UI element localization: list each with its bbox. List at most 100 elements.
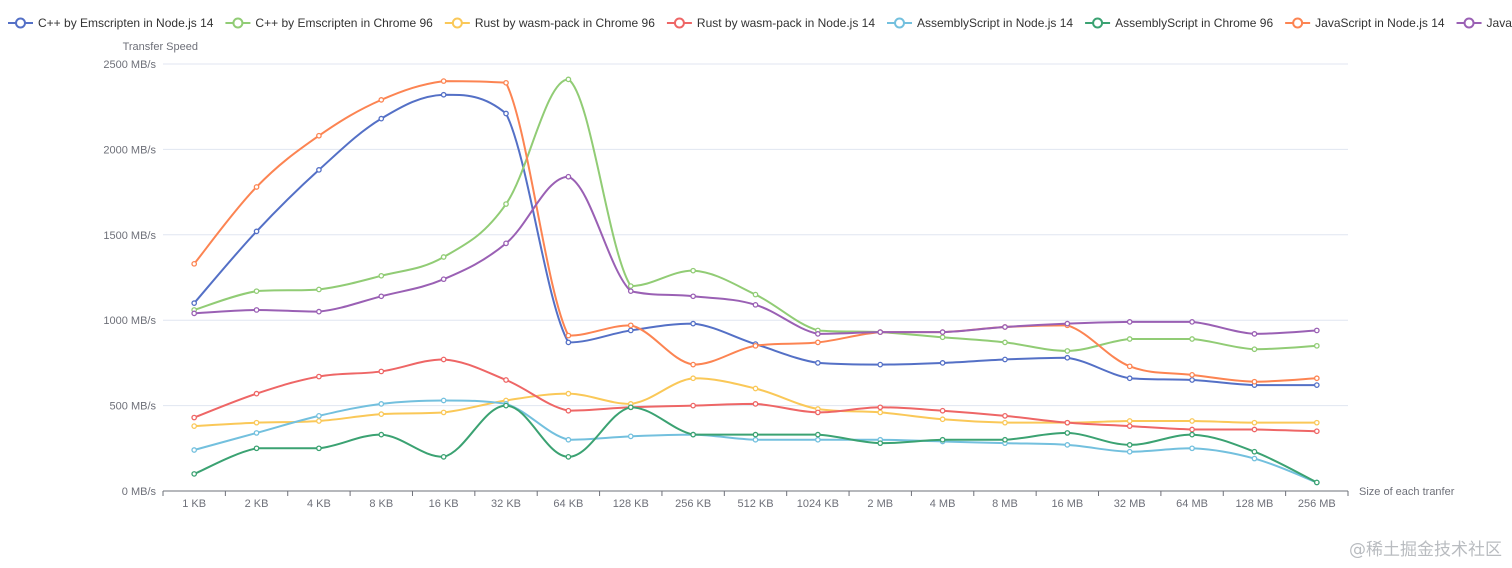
data-point	[1189, 445, 1195, 452]
data-point	[815, 409, 821, 416]
data-point	[565, 390, 572, 397]
data-point	[253, 228, 260, 235]
data-point	[627, 288, 634, 295]
data-point	[690, 375, 696, 382]
data-point	[1064, 430, 1071, 436]
data-point	[565, 339, 572, 346]
data-point	[690, 267, 696, 274]
data-point	[1189, 377, 1195, 383]
legend-marker-icon	[451, 17, 463, 29]
data-point	[877, 404, 884, 411]
x-tick-label: 4 MB	[930, 498, 956, 510]
data-point	[1002, 412, 1008, 419]
data-point	[752, 385, 759, 392]
data-point	[1126, 423, 1133, 429]
y-tick-label: 0 MB/s	[122, 486, 157, 498]
legend-item[interactable]: JavaScript in Node.js 14	[1285, 16, 1445, 30]
data-point	[1251, 426, 1258, 433]
data-point	[939, 407, 946, 414]
data-point	[440, 78, 447, 84]
data-point	[815, 360, 821, 366]
data-point	[316, 412, 322, 419]
data-point	[877, 361, 884, 368]
data-point	[627, 283, 634, 289]
data-point	[316, 418, 322, 424]
data-point	[815, 339, 821, 346]
data-point	[191, 447, 198, 453]
series-3	[191, 356, 1320, 435]
legend-item[interactable]: JavaScript in Chrome 96	[1456, 16, 1512, 30]
legend-item[interactable]: C++ by Emscripten in Node.js 14	[8, 16, 214, 30]
legend-marker-icon	[15, 17, 26, 29]
data-point	[440, 356, 447, 363]
data-point	[378, 411, 385, 417]
y-tick-label: 2500 MB/s	[103, 59, 156, 71]
data-point	[565, 332, 572, 339]
series-line	[193, 78, 1317, 352]
data-point	[191, 300, 198, 306]
x-tick-label: 2 KB	[245, 498, 269, 510]
x-tick-label: 64 MB	[1176, 498, 1208, 510]
data-point	[253, 445, 260, 452]
data-point	[316, 373, 322, 380]
data-point	[1251, 331, 1258, 337]
data-point	[1251, 346, 1258, 353]
data-point	[690, 293, 696, 300]
legend-item[interactable]: Rust by wasm-pack in Node.js 14	[666, 16, 875, 30]
legend-label: AssemblyScript in Chrome 96	[1115, 16, 1273, 30]
data-point	[877, 409, 884, 416]
legend-label: Rust by wasm-pack in Node.js 14	[697, 16, 875, 30]
legend-item[interactable]: AssemblyScript in Node.js 14	[887, 16, 1073, 30]
legend-label: Rust by wasm-pack in Chrome 96	[475, 16, 655, 30]
data-point	[939, 416, 946, 423]
data-point	[253, 288, 260, 295]
x-tick-label: 1024 KB	[797, 498, 839, 510]
data-point	[1064, 348, 1071, 354]
data-point	[627, 322, 634, 329]
data-point	[1189, 431, 1195, 438]
data-point	[378, 115, 385, 122]
watermark: @稀土掘金技术社区	[1349, 540, 1502, 560]
data-point	[1313, 428, 1320, 435]
x-tick-label: 16 MB	[1051, 498, 1083, 510]
legend-marker-icon	[673, 17, 685, 29]
x-tick-label: 8 KB	[369, 498, 393, 510]
data-point	[253, 430, 260, 436]
data-point	[316, 167, 322, 173]
data-point	[627, 404, 634, 411]
x-tick-label: 8 MB	[992, 498, 1018, 510]
data-point	[503, 240, 509, 247]
data-point	[1189, 372, 1195, 378]
legend-marker-icon	[1092, 17, 1104, 29]
data-point	[1064, 320, 1071, 327]
x-axis: 1 KB 2 KB 4 KB 8 KB 16 KB 32 KB 64 KB 128 KB 256…	[162, 490, 1349, 510]
legend-item[interactable]: AssemblyScript in Chrome 96	[1085, 16, 1273, 30]
legend-item[interactable]: C++ by Emscripten in Chrome 96	[225, 16, 433, 30]
data-point	[503, 79, 509, 86]
data-point	[378, 293, 385, 300]
data-point	[1189, 319, 1195, 325]
data-point	[503, 377, 509, 383]
legend-marker-icon	[1463, 17, 1475, 29]
data-point	[877, 440, 884, 447]
data-point	[1002, 356, 1008, 363]
data-point	[815, 436, 821, 443]
data-point	[440, 91, 447, 98]
data-point	[565, 436, 572, 443]
series-7	[191, 173, 1320, 337]
legend-item[interactable]: Rust by wasm-pack in Chrome 96	[444, 16, 655, 30]
data-point	[815, 331, 821, 337]
data-point	[503, 110, 509, 117]
x-tick-label: 2 MB	[867, 498, 893, 510]
data-point	[627, 327, 634, 334]
x-tick-label: 32 MB	[1114, 498, 1146, 510]
data-point	[378, 368, 385, 375]
legend-label: JavaScript in Node.js 14	[1315, 16, 1445, 30]
data-point	[1002, 339, 1008, 346]
x-tick-label: 128 KB	[613, 498, 649, 510]
data-point	[1002, 419, 1008, 426]
data-point	[191, 423, 198, 429]
series-line	[194, 175, 1317, 335]
data-point	[503, 402, 509, 409]
